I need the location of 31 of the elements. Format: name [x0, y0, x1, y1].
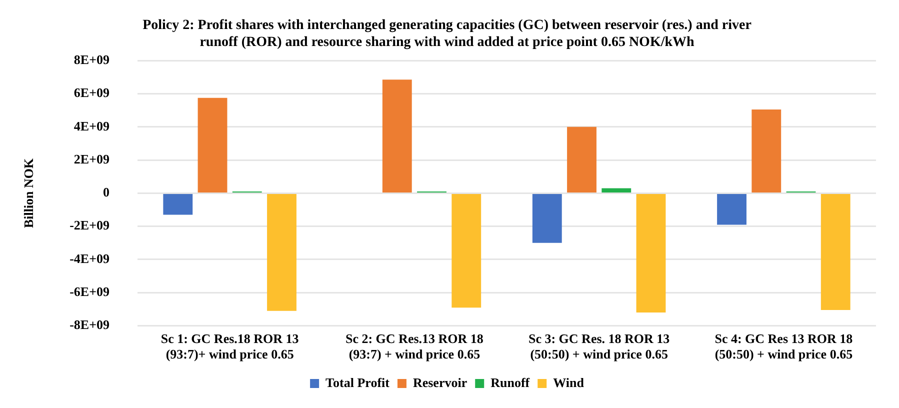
- x-tick-label: Sc 2: GC Res.13 ROR 18 (93:7) + wind price 0.65: [345, 330, 484, 362]
- x-tick-label: Sc 3: GC Res. 18 ROR 13 (50:50) + wind price 0.65: [528, 330, 670, 362]
- bar: [636, 194, 666, 313]
- y-tick-label: -2E+09: [70, 218, 110, 233]
- y-tick-label: 2E+09: [74, 151, 110, 166]
- bar: [820, 194, 850, 310]
- bar: [602, 188, 632, 192]
- bar: [452, 194, 482, 308]
- legend-label: Wind: [553, 374, 585, 390]
- y-axis-title: Billion NOK: [21, 157, 36, 228]
- y-tick-label: -4E+09: [70, 250, 110, 266]
- y-tick-label: 0: [103, 184, 110, 200]
- bar: [198, 98, 228, 192]
- bar: [267, 194, 296, 311]
- x-tick-label: Sc 1: GC Res.18 ROR 13 (93:7)+ wind price 0.65: [160, 330, 300, 362]
- y-tick-label: 8E+09: [74, 52, 110, 67]
- chart-title: Policy 2: Profit shares with interchanged generating capacities (GC) between reservoir (res.) and river runoff (ROR) and resource sharing with wind added at price point 0.65 NOK/kWh: [142, 18, 752, 50]
- legend-label: Reservoir: [412, 374, 468, 390]
- x-tick-label: Sc 4: GC Res 13 ROR 18 (50:50) + wind price 0.65: [714, 330, 854, 362]
- bar: [567, 126, 596, 192]
- bar: [532, 194, 562, 243]
- y-tick-label: -6E+09: [70, 284, 110, 300]
- y-tick-label: 4E+09: [74, 118, 110, 134]
- y-tick-label: -8E+09: [70, 317, 110, 332]
- bar: [752, 109, 782, 192]
- bar: [163, 194, 193, 215]
- bar: [382, 80, 412, 192]
- legend-label: Runoff: [490, 374, 530, 390]
- bar: [717, 194, 746, 225]
- legend-label: Total Profit: [326, 374, 390, 390]
- y-tick-label: 6E+09: [74, 85, 110, 100]
